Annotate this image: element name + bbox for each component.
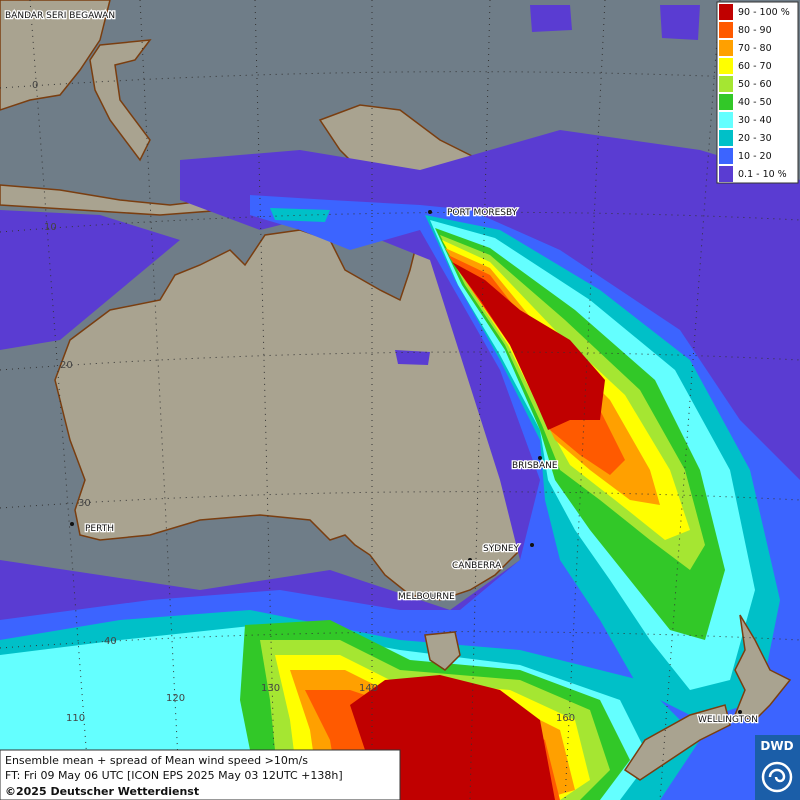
probability-area	[452, 262, 605, 430]
labels: BANDAR SERI BEGAWAN PORT MORESBY BRISBANE S…	[4, 10, 759, 727]
lat-label: 20	[60, 360, 73, 371]
legend-swatch	[719, 148, 733, 164]
city-label: WELLINGTON	[698, 715, 758, 725]
lon-label: 160	[556, 713, 575, 724]
city-label: MELBOURNE	[398, 592, 455, 602]
legend-swatch	[719, 112, 733, 128]
legend-swatch	[719, 4, 733, 20]
city-dot	[738, 710, 742, 714]
probability-area	[395, 350, 430, 365]
city-label: BANDAR SERI BEGAWAN	[5, 11, 115, 21]
legend-swatch	[719, 94, 733, 110]
legend-label: 40 - 50	[738, 97, 772, 108]
borneo	[0, 0, 111, 111]
legend-swatch	[719, 130, 733, 146]
footer-line: FT: Fri 09 May 06 UTC [ICON EPS 2025 May…	[5, 769, 343, 782]
grid-line	[254, 0, 276, 800]
city-label: PORT MORESBY	[447, 208, 518, 218]
city-label: BRISBANE	[512, 461, 558, 471]
legend-label: 10 - 20	[738, 151, 772, 162]
nz-north-island	[733, 614, 792, 721]
legend-swatch	[719, 22, 733, 38]
city-label: CANBERRA	[452, 561, 502, 571]
legend: 90 - 100 % 80 - 90 70 - 80 60 - 70 50 - 60 40…	[716, 1, 799, 184]
legend-label: 90 - 100 %	[738, 7, 790, 18]
legend-label: 60 - 70	[738, 61, 772, 72]
legend-label: 50 - 60	[738, 79, 772, 90]
city-dot	[530, 543, 534, 547]
lat-label: 10	[44, 222, 57, 233]
city-dot	[428, 210, 432, 214]
logo-text: DWD	[760, 739, 793, 753]
tasmania	[424, 631, 461, 671]
city-dot	[538, 456, 542, 460]
footer-box	[0, 749, 401, 800]
lon-label: 120	[166, 693, 185, 704]
city-label: PERTH	[85, 524, 114, 534]
nz-south-island	[623, 704, 731, 781]
legend-swatch	[719, 76, 733, 92]
legend-swatch	[719, 40, 733, 56]
lon-label: 140	[359, 683, 378, 694]
lat-label: 40	[104, 636, 117, 647]
logo-ring	[761, 761, 793, 793]
grid-line	[469, 0, 491, 800]
probability-area	[530, 5, 572, 32]
lon-label: 130	[261, 683, 280, 694]
legend-label: 70 - 80	[738, 43, 772, 54]
lat-label: 0	[32, 80, 38, 91]
legend-label: 0.1 - 10 %	[738, 169, 787, 180]
legend-label: 80 - 90	[738, 25, 772, 36]
sulawesi	[89, 39, 152, 162]
lat-label: 30	[78, 498, 91, 509]
legend-label: 30 - 40	[738, 115, 772, 126]
city-dot	[70, 522, 74, 526]
logo-box	[755, 735, 800, 800]
lon-label: 110	[66, 713, 85, 724]
footer-line: ©2025 Deutscher Wetterdienst	[5, 785, 199, 798]
land-top	[424, 614, 792, 781]
footer-line: Ensemble mean + spread of Mean wind spee…	[5, 754, 308, 767]
legend-label: 20 - 30	[738, 133, 772, 144]
city-label: SYDNEY	[483, 544, 520, 554]
legend-swatch	[719, 58, 733, 74]
probability-area	[350, 675, 555, 800]
probability-area	[0, 210, 180, 350]
logo-swirl	[761, 761, 793, 793]
city-dot	[430, 594, 434, 598]
city-dot	[468, 558, 472, 562]
legend-swatch	[719, 166, 733, 182]
probability-fields	[0, 5, 800, 800]
probability-area	[660, 5, 700, 40]
logo-spiral	[768, 768, 786, 783]
